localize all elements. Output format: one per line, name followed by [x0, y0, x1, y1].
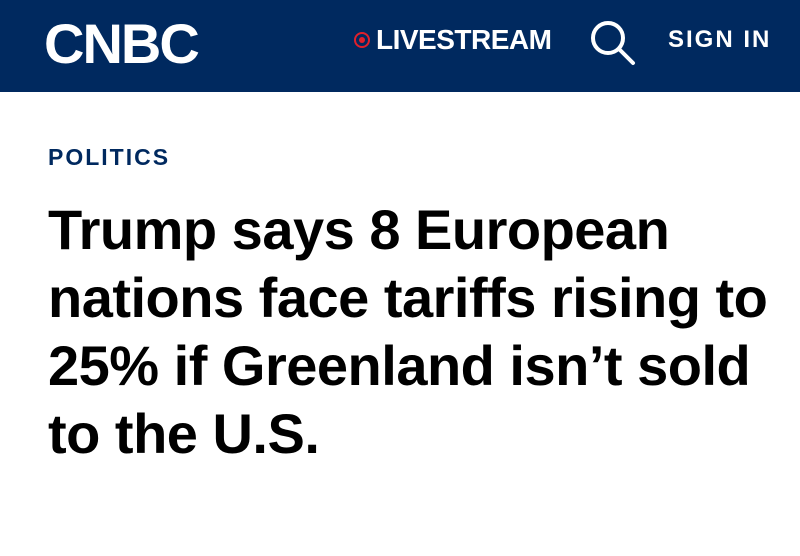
headline: Trump says 8 European nations face tarif… — [48, 198, 768, 465]
section-label[interactable]: POLITICS — [48, 144, 171, 170]
livestream-label: LIVESTREAM — [376, 24, 552, 55]
sign-in-link[interactable]: SIGN IN — [668, 26, 772, 53]
search-icon[interactable] — [588, 18, 638, 68]
live-icon — [354, 32, 370, 48]
logo[interactable]: CNBC — [44, 12, 200, 75]
livestream-link[interactable]: LIVESTREAM — [354, 24, 552, 56]
header-bar: CNBC LIVESTREAM SIGN IN — [0, 0, 800, 92]
